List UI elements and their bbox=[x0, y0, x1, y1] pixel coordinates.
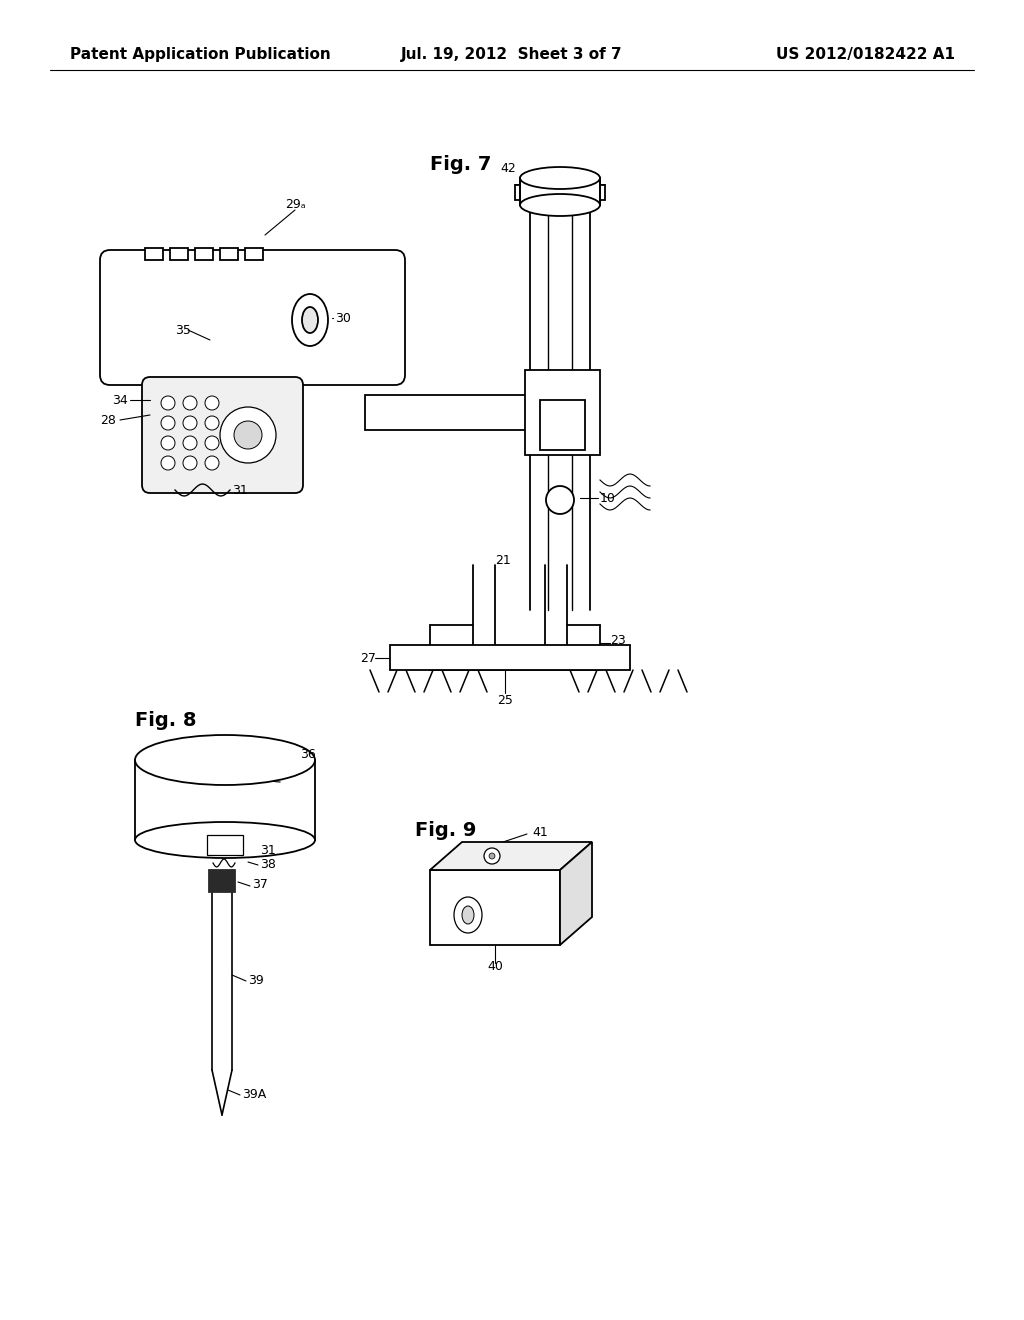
Bar bbox=[515, 185, 605, 201]
Circle shape bbox=[205, 436, 219, 450]
Circle shape bbox=[489, 853, 495, 859]
Bar bbox=[390, 645, 630, 671]
Circle shape bbox=[183, 455, 197, 470]
Text: 41: 41 bbox=[532, 825, 548, 838]
Bar bbox=[220, 248, 238, 260]
Bar bbox=[540, 400, 585, 450]
Text: 30: 30 bbox=[335, 312, 351, 325]
Text: 37: 37 bbox=[252, 879, 268, 891]
Bar bbox=[209, 870, 234, 892]
Circle shape bbox=[546, 486, 574, 513]
Bar bbox=[365, 395, 565, 430]
Circle shape bbox=[234, 421, 262, 449]
Circle shape bbox=[205, 396, 219, 411]
Text: 28: 28 bbox=[100, 413, 116, 426]
FancyBboxPatch shape bbox=[100, 249, 406, 385]
Text: Patent Application Publication: Patent Application Publication bbox=[70, 48, 331, 62]
FancyBboxPatch shape bbox=[142, 378, 303, 492]
Ellipse shape bbox=[135, 822, 315, 858]
Text: 42: 42 bbox=[500, 161, 516, 174]
Text: 31: 31 bbox=[260, 843, 275, 857]
Text: Jul. 19, 2012  Sheet 3 of 7: Jul. 19, 2012 Sheet 3 of 7 bbox=[401, 48, 623, 62]
Text: 25: 25 bbox=[497, 693, 513, 706]
Polygon shape bbox=[560, 842, 592, 945]
Circle shape bbox=[161, 396, 175, 411]
Text: Fig. 9: Fig. 9 bbox=[415, 821, 476, 840]
Circle shape bbox=[205, 416, 219, 430]
Text: Fig. 8: Fig. 8 bbox=[135, 710, 197, 730]
Bar bbox=[525, 370, 600, 455]
Circle shape bbox=[161, 455, 175, 470]
Text: 21: 21 bbox=[495, 553, 511, 566]
Ellipse shape bbox=[454, 898, 482, 933]
Text: 39A: 39A bbox=[242, 1089, 266, 1101]
Text: 23: 23 bbox=[610, 634, 626, 647]
Text: 31: 31 bbox=[232, 483, 248, 496]
Text: 29ₐ: 29ₐ bbox=[285, 198, 305, 211]
Text: 36: 36 bbox=[300, 748, 315, 762]
Circle shape bbox=[161, 416, 175, 430]
Circle shape bbox=[161, 436, 175, 450]
Circle shape bbox=[220, 407, 276, 463]
Bar bbox=[195, 248, 213, 260]
Text: 40: 40 bbox=[487, 961, 503, 974]
Text: US 2012/0182422 A1: US 2012/0182422 A1 bbox=[776, 48, 955, 62]
Bar bbox=[520, 178, 600, 205]
Circle shape bbox=[183, 436, 197, 450]
Text: 39: 39 bbox=[248, 974, 264, 986]
Bar bbox=[207, 836, 243, 855]
Text: 38: 38 bbox=[260, 858, 275, 871]
Text: 27: 27 bbox=[360, 652, 376, 664]
Polygon shape bbox=[430, 842, 592, 870]
Bar bbox=[170, 248, 188, 260]
Ellipse shape bbox=[302, 308, 318, 333]
Bar bbox=[430, 870, 560, 945]
Text: 35: 35 bbox=[175, 323, 190, 337]
Circle shape bbox=[205, 455, 219, 470]
Text: 10: 10 bbox=[600, 491, 615, 504]
Circle shape bbox=[484, 847, 500, 865]
Ellipse shape bbox=[520, 168, 600, 189]
Ellipse shape bbox=[462, 906, 474, 924]
Text: Fig. 7: Fig. 7 bbox=[430, 156, 492, 174]
Text: 34: 34 bbox=[112, 393, 128, 407]
Circle shape bbox=[183, 396, 197, 411]
Ellipse shape bbox=[520, 194, 600, 216]
Ellipse shape bbox=[135, 735, 315, 785]
Bar bbox=[145, 248, 163, 260]
Ellipse shape bbox=[292, 294, 328, 346]
Circle shape bbox=[183, 416, 197, 430]
Bar bbox=[245, 248, 263, 260]
